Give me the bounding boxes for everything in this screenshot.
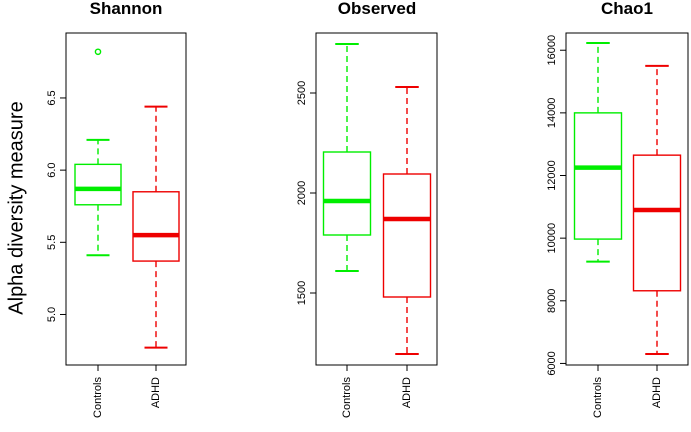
y-tick-label: 12000: [546, 160, 558, 191]
y-tick-label: 2000: [296, 181, 308, 205]
y-ticks: 5.0 5.5 6.0 6.5: [46, 90, 66, 322]
panel-observed: Observed 1500 2000 2500 Controls ADHD: [296, 0, 438, 418]
y-ticks: 6000 8000 10000 12000 14000 16000: [546, 35, 566, 376]
panel-title: Shannon: [90, 0, 163, 18]
y-tick-label: 14000: [546, 98, 558, 129]
y-tick-label: 2500: [296, 81, 308, 105]
y-tick-label: 8000: [546, 289, 558, 313]
x-tick-label: ADHD: [401, 377, 413, 408]
iqr-box: [573, 112, 623, 240]
y-tick-label: 10000: [546, 223, 558, 254]
boxes: [74, 48, 180, 349]
panel-title: Chao1: [601, 0, 653, 18]
x-tick-label: Controls: [592, 377, 604, 418]
plot-frame: [315, 32, 438, 366]
iqr-box: [322, 151, 372, 236]
outlier-point: [94, 48, 102, 56]
y-ticks: 1500 2000 2500: [296, 81, 316, 305]
iqr-box: [632, 154, 682, 292]
x-tick-label: Controls: [92, 377, 104, 418]
iqr-box: [382, 173, 432, 298]
y-tick-label: 16000: [546, 35, 558, 66]
y-tick-label: 5.5: [46, 235, 58, 250]
x-tick-labels: Controls ADHD: [592, 365, 663, 418]
panel-chao1: Chao1 6000 8000 10000 12000 14000 16000 Contr…: [546, 0, 689, 418]
plot-frame: [565, 32, 689, 366]
x-tick-label: ADHD: [150, 377, 162, 408]
y-tick-label: 1500: [296, 281, 308, 305]
y-tick-label: 5.0: [46, 307, 58, 322]
panel-title: Observed: [338, 0, 416, 18]
y-tick-label: 6000: [546, 351, 558, 375]
x-tick-label: Controls: [341, 377, 353, 418]
boxes: [322, 43, 432, 355]
iqr-box: [74, 163, 122, 206]
x-tick-labels: Controls ADHD: [92, 365, 162, 418]
x-tick-label: ADHD: [651, 377, 663, 408]
plot-frame: [65, 32, 187, 366]
iqr-box: [132, 191, 180, 262]
x-tick-labels: Controls ADHD: [341, 365, 413, 418]
boxes: [573, 42, 682, 356]
y-tick-label: 6.0: [46, 162, 58, 177]
panel-shannon: Shannon 5.0 5.5 6.0 6.5 Controls ADHD: [46, 0, 187, 418]
y-tick-label: 6.5: [46, 90, 58, 105]
y-axis-label: Alpha diversity measure: [5, 101, 27, 314]
